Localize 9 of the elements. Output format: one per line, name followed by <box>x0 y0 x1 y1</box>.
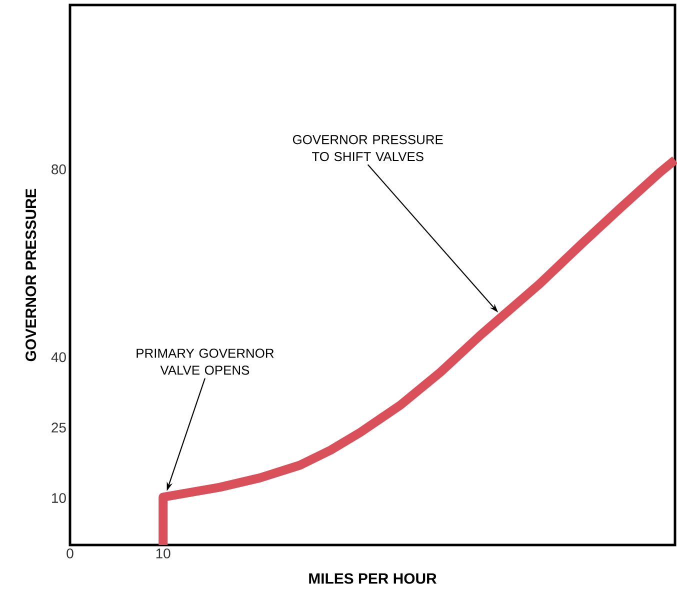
annotation: PRIMARY GOVERNOR VALVE OPENS <box>136 348 274 375</box>
y-axis-title: GOVERNOR PRESSURE <box>26 188 36 362</box>
x-axis-title: MILES PER HOUR <box>309 573 437 584</box>
y-tick-label: 10 <box>52 493 66 503</box>
y-tick-label: 40 <box>51 352 66 362</box>
annotation: GOVERNOR PRESSURE TO SHIFT VALVES <box>292 135 443 162</box>
y-tick-label: 80 <box>52 164 66 174</box>
y-tick-label: 25 <box>52 422 66 433</box>
x-tick-label: 0 <box>66 548 74 558</box>
